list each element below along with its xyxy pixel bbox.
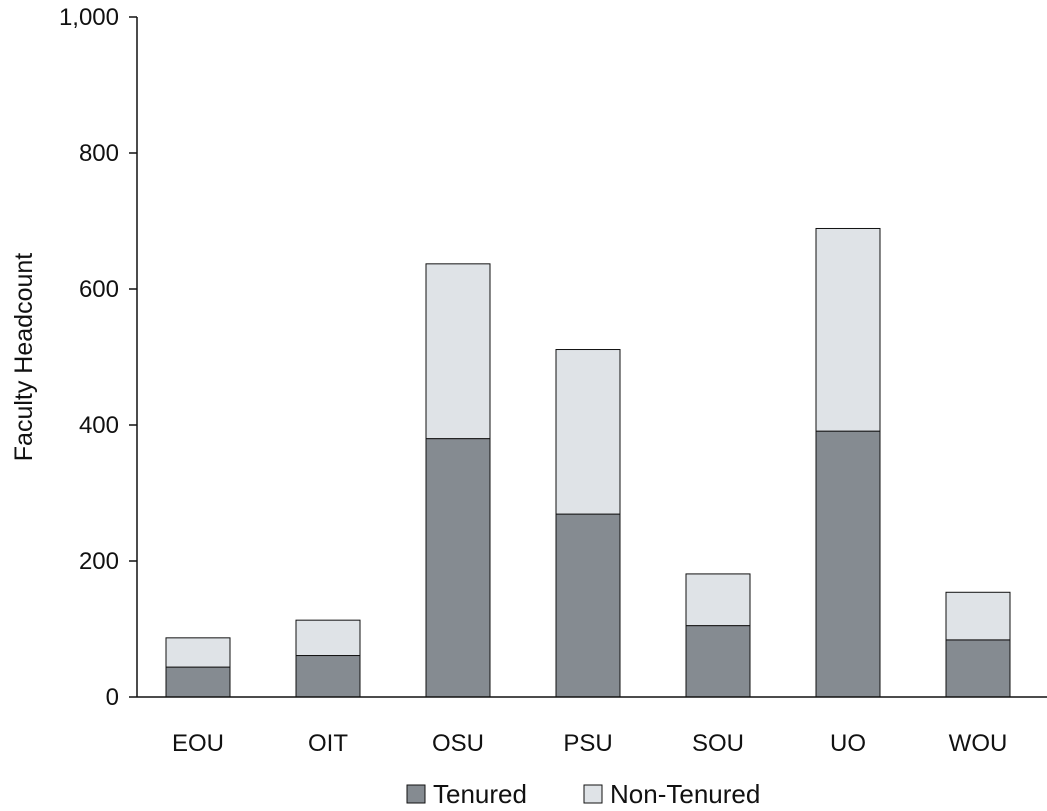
y-tick-label: 0 <box>106 684 119 711</box>
y-axis-title: Faculty Headcount <box>10 253 38 462</box>
bar-tenured-sou <box>685 625 751 698</box>
legend-swatch <box>406 784 426 804</box>
legend-label: Tenured <box>433 779 527 809</box>
bar-non-tenured-sou <box>685 573 751 627</box>
bar-tenured-eou <box>165 666 231 698</box>
x-tick-label: EOU <box>172 730 224 757</box>
bar-tenured-oit <box>295 655 361 698</box>
bar-non-tenured-wou <box>945 591 1011 641</box>
legend-label: Non-Tenured <box>610 779 760 809</box>
x-axis-ticks: EOU OIT OSU PSU SOU UO WOU <box>172 730 1007 757</box>
x-tick-label: UO <box>830 730 866 757</box>
x-tick-label: PSU <box>563 730 612 757</box>
x-tick-label: OSU <box>432 730 484 757</box>
x-tick-label: OIT <box>308 730 348 757</box>
bar-non-tenured-psu <box>555 349 621 515</box>
y-tick-label: 400 <box>79 412 119 439</box>
bar-tenured-psu <box>555 513 621 698</box>
y-tick-label: 800 <box>79 140 119 167</box>
y-axis-ticks: 0 200 400 600 800 1,000 <box>59 4 137 711</box>
bar-group <box>165 227 1011 698</box>
bar-non-tenured-oit <box>295 619 361 657</box>
y-tick-label: 600 <box>79 276 119 303</box>
x-tick-label: SOU <box>692 730 744 757</box>
y-tick-label: 200 <box>79 548 119 575</box>
bar-non-tenured-osu <box>425 263 491 440</box>
bar-tenured-uo <box>815 430 881 698</box>
bar-tenured-wou <box>945 639 1011 698</box>
x-tick-label: WOU <box>949 730 1008 757</box>
axes <box>136 17 1047 698</box>
legend: Tenured Non-Tenured <box>406 779 760 809</box>
bar-tenured-osu <box>425 438 491 698</box>
y-tick-label: 1,000 <box>59 4 119 31</box>
legend-swatch <box>583 784 603 804</box>
bar-non-tenured-eou <box>165 637 231 668</box>
bar-non-tenured-uo <box>815 227 881 432</box>
